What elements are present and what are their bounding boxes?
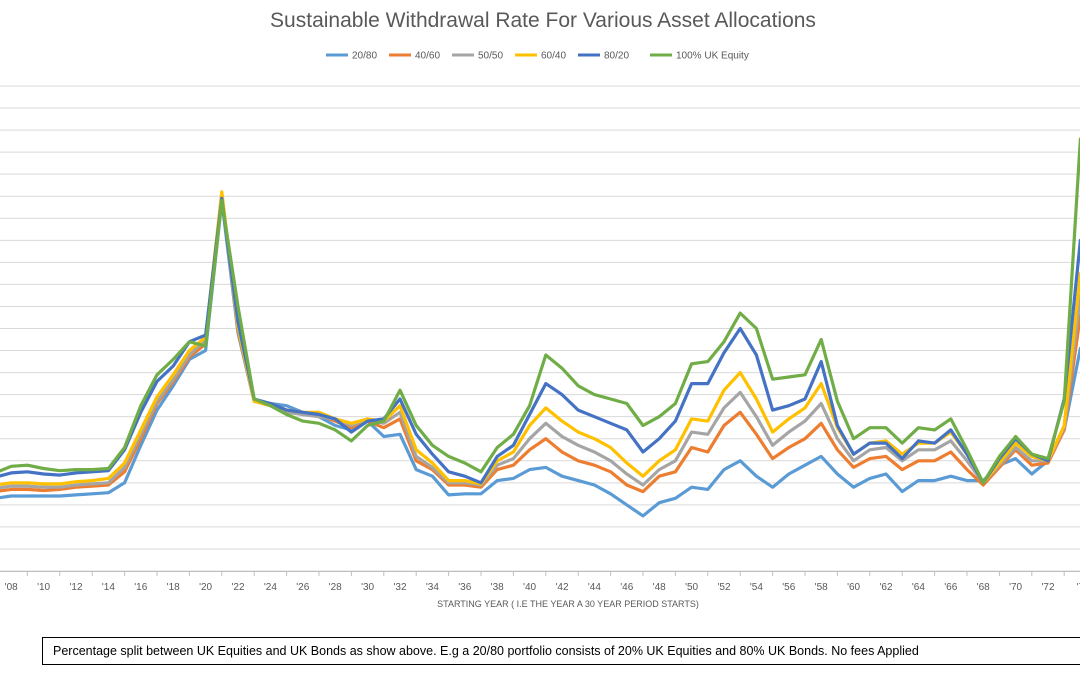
axes	[0, 571, 1080, 576]
x-tick-label: '46	[620, 582, 633, 593]
legend-label: 60/40	[541, 51, 566, 62]
x-tick-label: '66	[944, 582, 957, 593]
x-tick-labels: '08 '10 '12 '14 '16 '18 '20 '22 '24 '26 '28 '30 '32 '…	[5, 582, 1080, 593]
x-tick-label: '64	[912, 582, 925, 593]
x-tick-label: '62	[879, 582, 892, 593]
series-line-4	[0, 190, 1080, 486]
x-tick-label: '70	[1009, 582, 1022, 593]
series-line-6	[0, 137, 1080, 485]
x-tick-label: '68	[977, 582, 990, 593]
series-layer	[0, 137, 1080, 518]
series-line-1	[0, 199, 1080, 518]
footnote-text: Percentage split between UK Equities and…	[53, 644, 919, 658]
x-tick-label: '24	[264, 582, 277, 593]
x-tick-label: '12	[69, 582, 82, 593]
legend-label: 80/20	[604, 51, 629, 62]
series-line-5	[0, 196, 1080, 485]
x-tick-label: '52	[717, 582, 730, 593]
series-line-3	[0, 194, 1080, 490]
x-tick-label: '18	[167, 582, 180, 593]
legend: 20/80 40/60 50/50 60/40 80/20 100% UK Equity	[326, 51, 749, 62]
gridlines	[0, 85, 1080, 572]
x-tick-label: '38	[491, 582, 504, 593]
x-tick-label: '42	[555, 582, 568, 593]
x-tick-label: '7	[1077, 582, 1080, 593]
legend-label: 40/60	[415, 51, 440, 62]
x-tick-label: '40	[523, 582, 536, 593]
x-tick-label: '28	[329, 582, 342, 593]
x-axis-label: STARTING YEAR ( I.E THE YEAR A 30 YEAR P…	[437, 599, 699, 609]
x-tick-label: '72	[1041, 582, 1054, 593]
legend-label: 20/80	[352, 51, 377, 62]
x-tick-label: '56	[782, 582, 795, 593]
x-tick-label: '48	[653, 582, 666, 593]
x-tick-label: '50	[685, 582, 698, 593]
x-tick-label: '08	[5, 582, 18, 593]
x-tick-label: '54	[750, 582, 763, 593]
x-tick-label: '10	[37, 582, 50, 593]
x-tick-label: '20	[199, 582, 212, 593]
x-tick-label: '60	[847, 582, 860, 593]
x-tick-label: '32	[393, 582, 406, 593]
footnote-box: Percentage split between UK Equities and…	[42, 637, 1080, 665]
chart-title: Sustainable Withdrawal Rate For Various …	[270, 9, 816, 32]
legend-label: 50/50	[478, 51, 503, 62]
x-tick-label: '44	[588, 582, 601, 593]
x-tick-label: '26	[296, 582, 309, 593]
x-tick-label: '30	[361, 582, 374, 593]
series-line-2	[0, 192, 1080, 494]
x-tick-label: '14	[102, 582, 115, 593]
x-tick-label: '22	[231, 582, 244, 593]
x-tick-label: '58	[815, 582, 828, 593]
x-tick-label: '16	[134, 582, 147, 593]
x-tick-label: '34	[426, 582, 439, 593]
legend-label: 100% UK Equity	[676, 51, 749, 62]
x-tick-label: '36	[458, 582, 471, 593]
